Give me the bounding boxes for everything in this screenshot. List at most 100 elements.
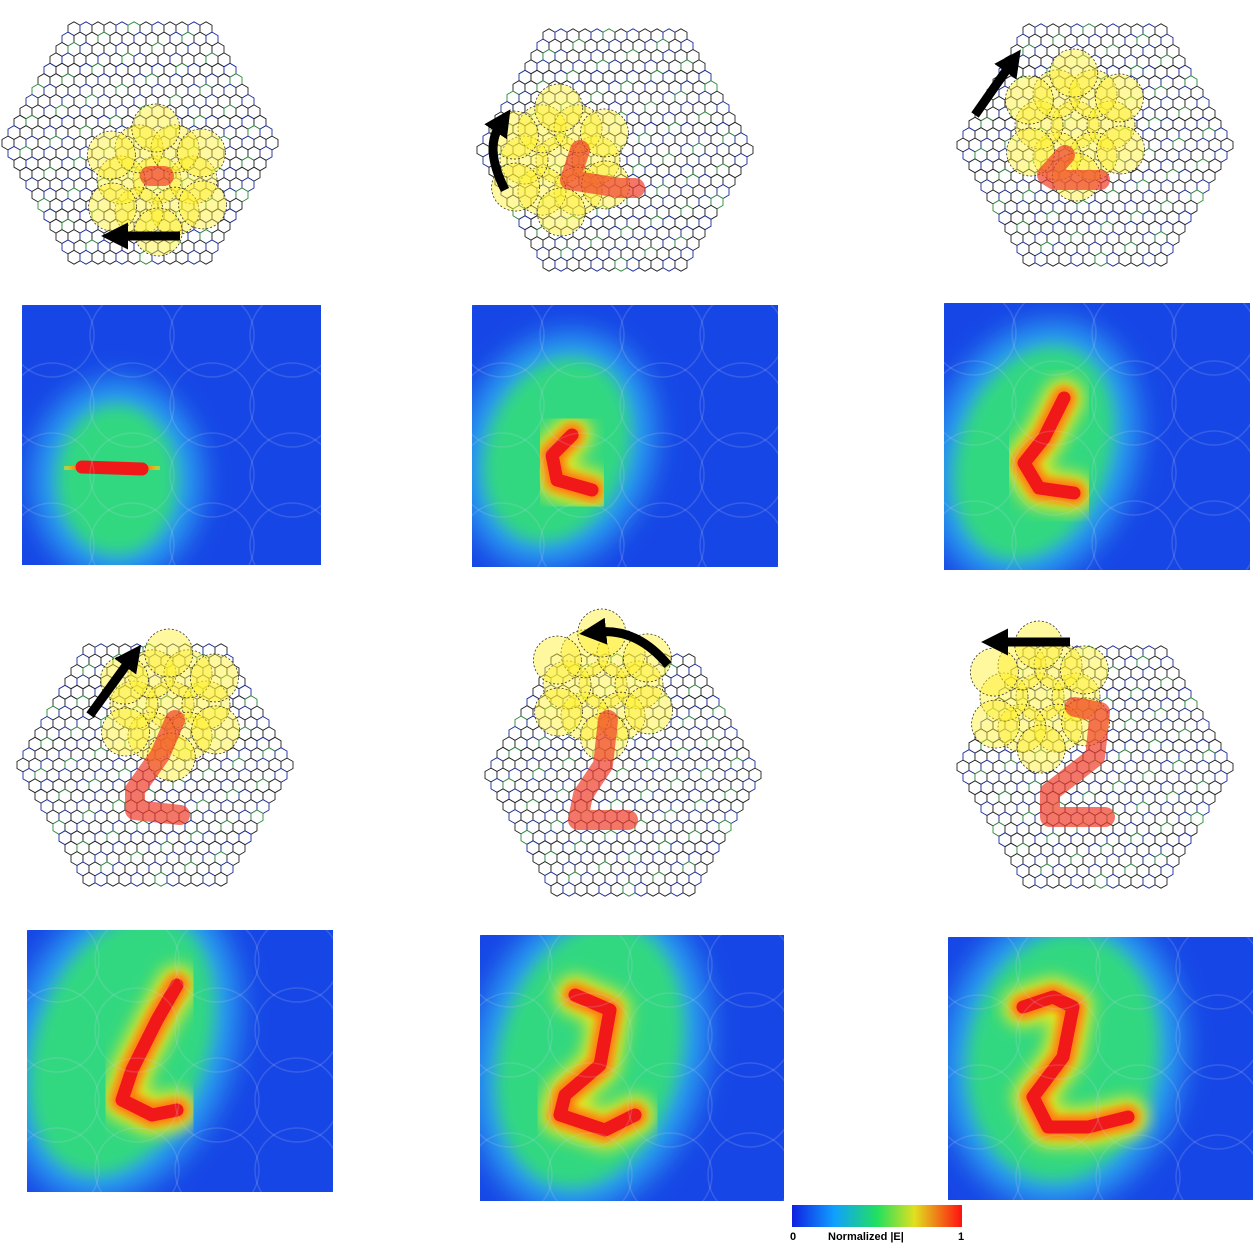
- hex-cell: [214, 871, 228, 887]
- subarray-circle: [1096, 125, 1146, 175]
- element-outline: [539, 362, 625, 448]
- hex-cell: [638, 256, 652, 272]
- element-outline: [1011, 430, 1097, 516]
- hex-cell: [1070, 251, 1084, 267]
- hex-cell: [1106, 873, 1120, 889]
- element-outline: [472, 305, 545, 378]
- element-outline: [169, 502, 255, 565]
- field-map: [948, 937, 1253, 1200]
- subarray-circle: [534, 687, 583, 737]
- hex-array: [956, 23, 1234, 267]
- element-outline: [472, 432, 545, 518]
- element-outline: [89, 502, 175, 565]
- element-outline: [948, 1134, 1021, 1200]
- field-map: [480, 935, 784, 1201]
- hex-cell: [106, 871, 120, 887]
- hex-cell: [658, 881, 672, 897]
- field-peak: [75, 460, 149, 476]
- hex-cell: [670, 881, 684, 897]
- steer-arrow: [579, 617, 672, 668]
- element-outline: [1091, 360, 1177, 446]
- hex-cell: [1022, 251, 1036, 267]
- hex-cell: [566, 256, 580, 272]
- element-outline: [94, 930, 180, 1003]
- element-outline: [1171, 500, 1250, 570]
- element-outline: [699, 305, 778, 378]
- element-outline: [89, 432, 175, 518]
- element-outline: [472, 362, 545, 448]
- element-outline: [22, 502, 95, 565]
- element-outline: [249, 502, 321, 565]
- hex-cell: [1118, 873, 1132, 889]
- subarray-circle: [190, 653, 239, 703]
- element-outline: [1095, 1134, 1181, 1200]
- element-outline: [249, 432, 321, 518]
- subarray-circle: [1014, 100, 1064, 150]
- subarray-circle: [177, 128, 226, 178]
- field-map: [472, 305, 778, 567]
- element-outline: [699, 362, 778, 448]
- hex-cell: [542, 256, 556, 272]
- hex-cell: [602, 256, 616, 272]
- element-outline: [22, 362, 95, 448]
- element-outline: [707, 1062, 784, 1148]
- subarray-circle: [1060, 645, 1109, 695]
- element-outline: [249, 305, 321, 378]
- hex-cell: [187, 249, 201, 265]
- steer-arrow: [86, 644, 142, 718]
- hex-cell: [550, 881, 564, 897]
- hex-cell: [1058, 873, 1072, 889]
- subarray-circle: [536, 187, 586, 237]
- element-outline: [944, 430, 1017, 516]
- hex-cell: [1154, 873, 1168, 889]
- hex-cell: [190, 871, 204, 887]
- subarray-circle: [542, 660, 592, 710]
- element-outline: [169, 432, 255, 518]
- element-outline: [480, 935, 553, 1008]
- hex-cell: [1118, 251, 1132, 267]
- element-outline: [169, 305, 255, 378]
- steer-arrow: [971, 49, 1021, 118]
- subarray-circle: [580, 108, 629, 158]
- hex-cell: [178, 871, 192, 887]
- field-map: [27, 930, 333, 1192]
- element-outline: [1015, 937, 1101, 1010]
- subarray-circle: [624, 685, 674, 735]
- hex-cell: [1106, 251, 1120, 267]
- field-map: [22, 305, 321, 565]
- element-outline: [547, 935, 633, 1008]
- subarray-circle: [971, 699, 1020, 749]
- hex-cell: [626, 256, 640, 272]
- colorbar-max-label: 1: [958, 1231, 964, 1243]
- hex-cell: [590, 256, 604, 272]
- colorbar-title: Normalized |E|: [828, 1231, 904, 1243]
- element-outline: [944, 360, 1017, 446]
- subarray-circle: [1015, 672, 1065, 722]
- hex-cell: [199, 249, 213, 265]
- focus-trace: [1037, 145, 1110, 190]
- element-outline: [627, 1132, 713, 1201]
- field-layer: [948, 937, 1253, 1200]
- element-outline: [94, 1127, 180, 1192]
- hex-array: [476, 28, 754, 272]
- element-outline: [1175, 1134, 1253, 1200]
- element-outline: [619, 305, 705, 378]
- hex-cell: [94, 871, 108, 887]
- subarray-circle: [499, 135, 549, 185]
- hex-cell: [1034, 873, 1048, 889]
- element-outline: [1095, 1064, 1181, 1150]
- subarray-circle: [491, 162, 540, 212]
- subarray-circle: [1095, 73, 1144, 123]
- subarray-circle: [109, 680, 159, 730]
- field-peak: [553, 988, 642, 1137]
- element-outline: [89, 305, 175, 378]
- hex-cell: [674, 256, 688, 272]
- element-outline: [254, 930, 333, 1003]
- hex-cell: [1130, 873, 1144, 889]
- element-outline: [539, 432, 625, 518]
- subarray-circle: [614, 660, 664, 710]
- subarray-circle: [1004, 75, 1054, 125]
- field-layer: [22, 305, 321, 565]
- hex-cell: [682, 881, 696, 897]
